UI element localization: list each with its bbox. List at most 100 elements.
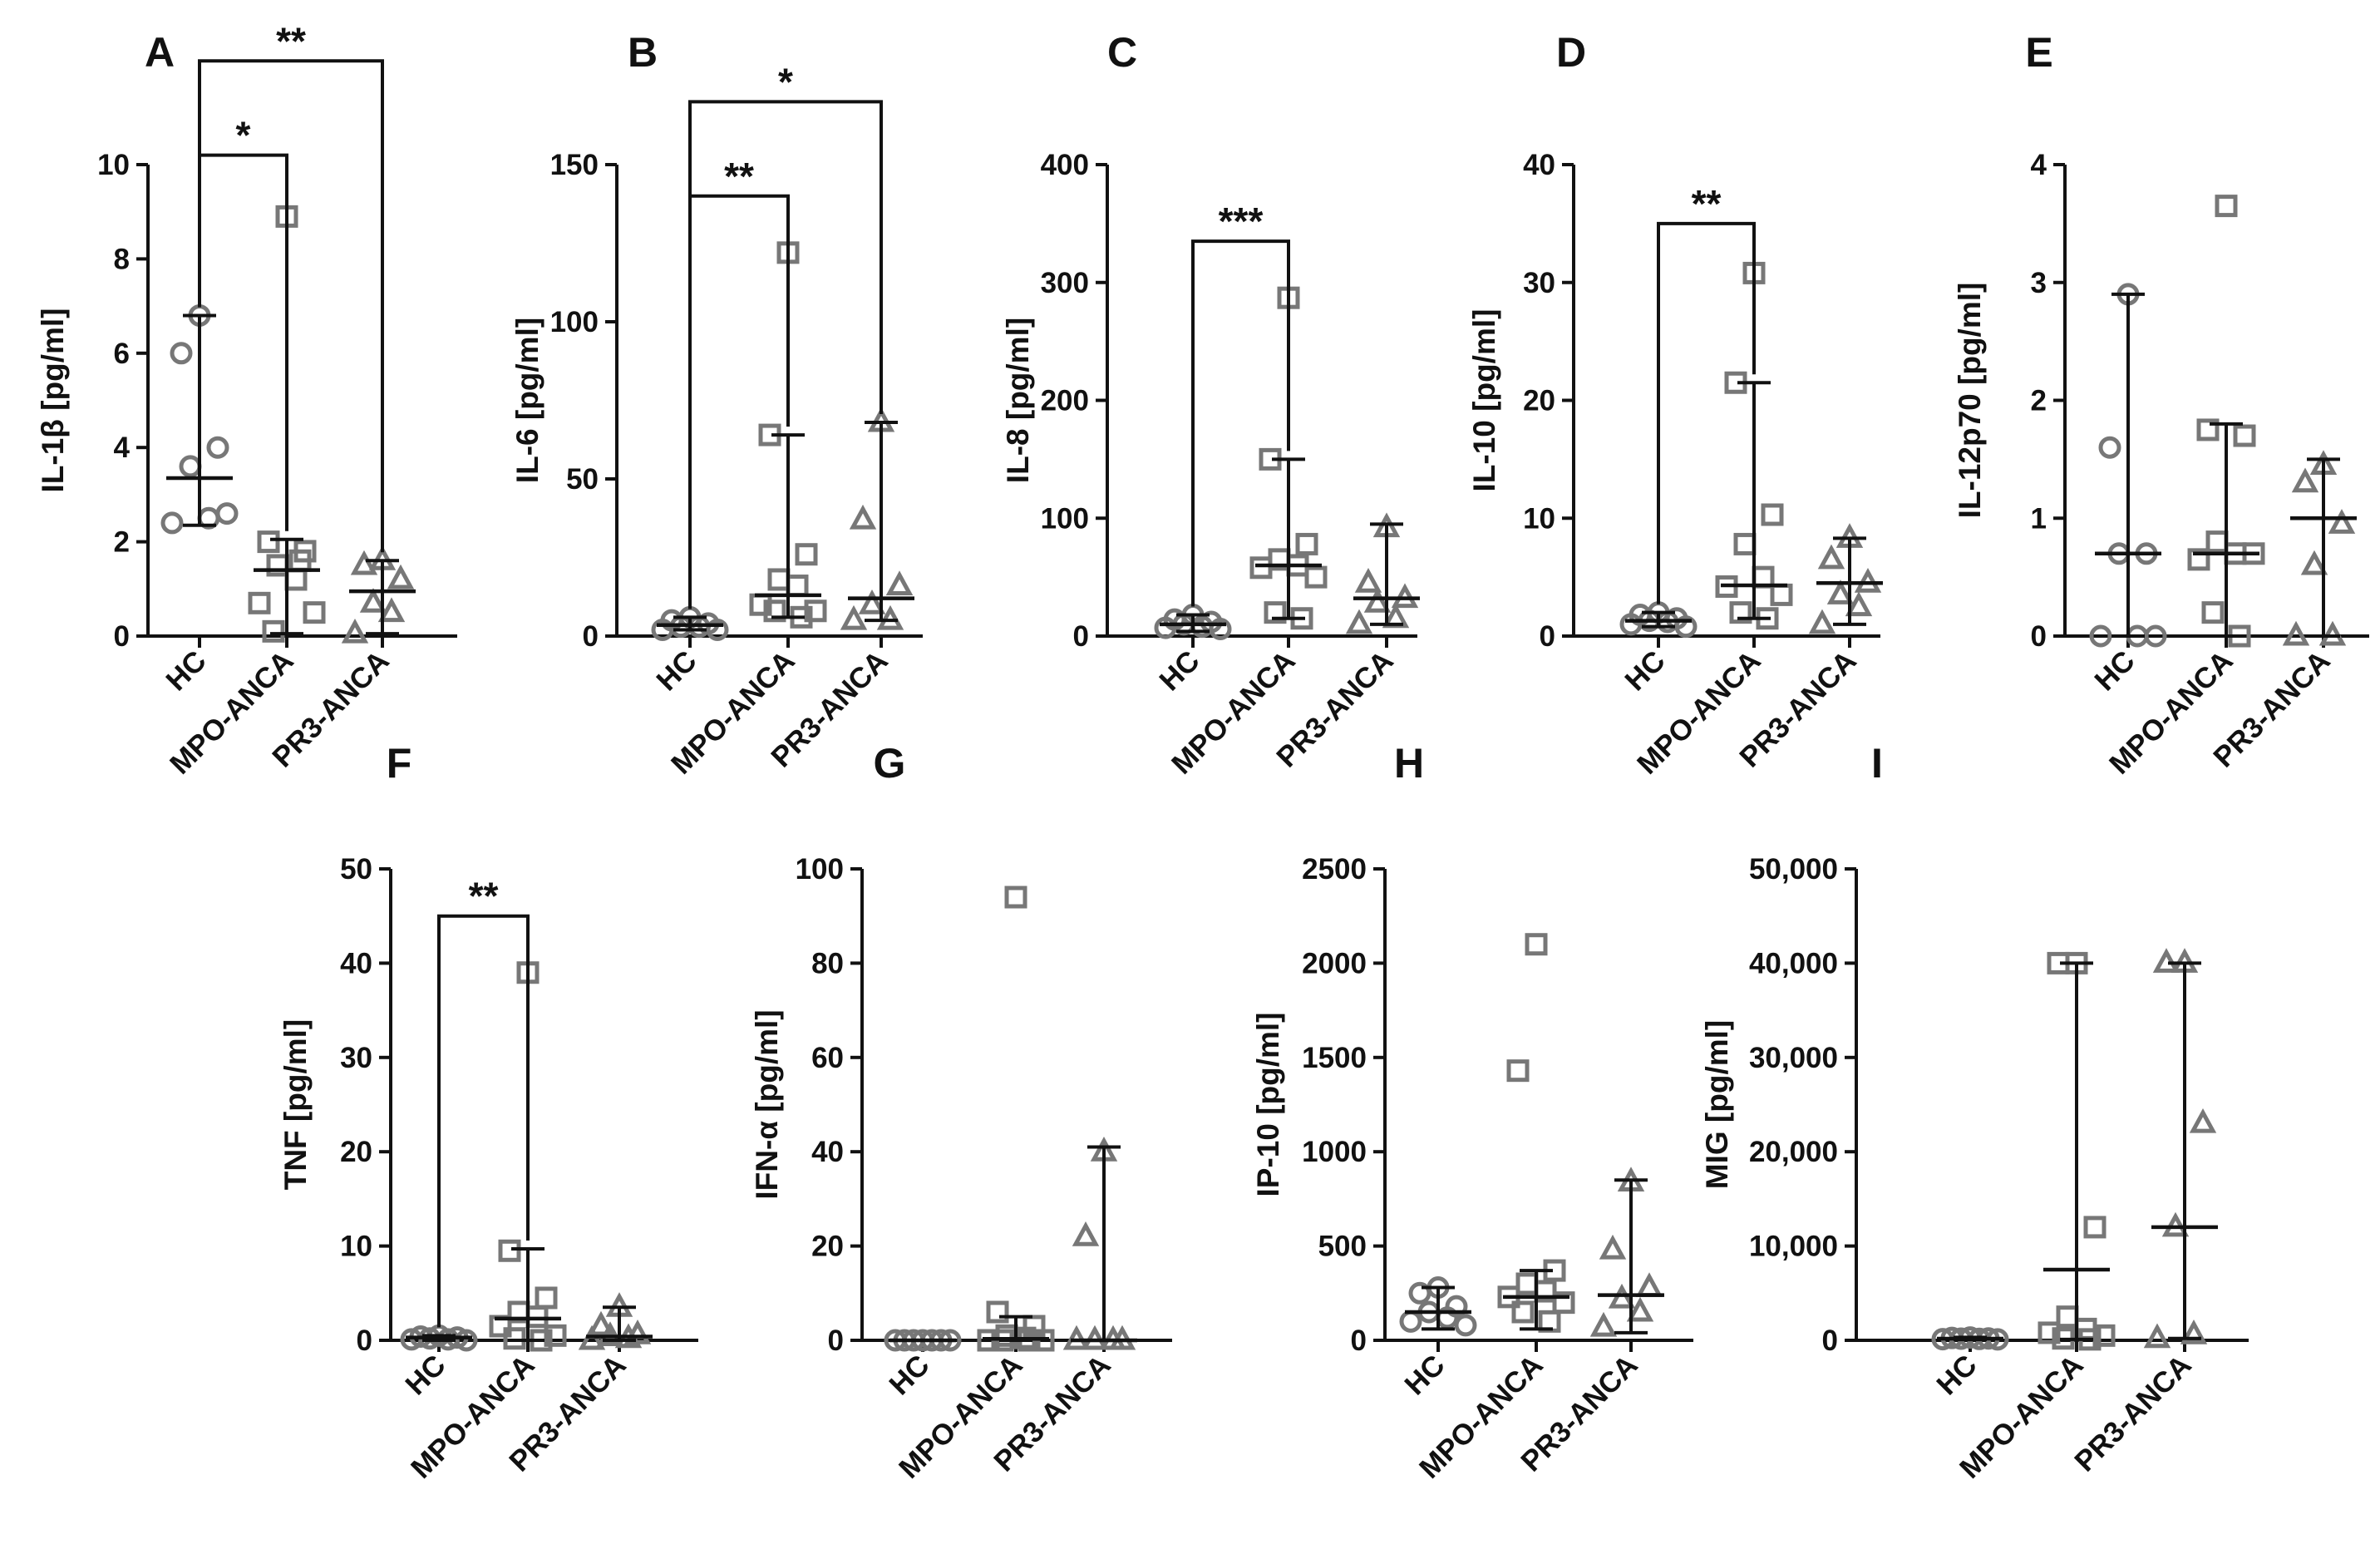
series-mpo-anca (1249, 286, 1328, 630)
y-tick-label: 20 (340, 1136, 372, 1168)
data-point (1635, 1272, 1663, 1297)
data-point (1345, 609, 1373, 634)
panel-letter: C (1107, 29, 1137, 76)
significance-label: * (778, 60, 793, 103)
data-point (1761, 503, 1784, 526)
data-point (1552, 1291, 1575, 1315)
y-axis-title: IL-10 [pg/ml] (1467, 309, 1501, 492)
y-tick-label: 0 (1540, 620, 1555, 653)
data-point (706, 618, 729, 641)
data-point (1674, 615, 1698, 639)
x-category-label: HC (1398, 1349, 1451, 1401)
data-point (1506, 1059, 1530, 1083)
series-pr3-anca (840, 407, 914, 630)
data-point (1154, 616, 1177, 639)
data-point (2038, 1321, 2061, 1344)
panel-letter: G (874, 740, 906, 787)
data-point (179, 455, 202, 478)
data-point (2144, 624, 2167, 648)
x-category-label: HC (1930, 1349, 1983, 1401)
series-hc (160, 303, 239, 535)
series-mpo-anca (1715, 261, 1793, 630)
panel-letter: I (1871, 740, 1883, 787)
y-axis-title: IL-12p70 [pg/ml] (1953, 283, 1987, 519)
y-tick-label: 0 (1351, 1325, 1367, 1357)
series-mpo-anca (2187, 195, 2265, 648)
data-point (986, 1300, 1009, 1324)
data-point (2233, 424, 2256, 447)
data-point (1826, 580, 1855, 604)
y-tick-label: 80 (811, 947, 844, 979)
data-point (160, 511, 184, 535)
data-point (1515, 1272, 1539, 1295)
data-point (1363, 588, 1392, 613)
series-hc (1931, 1326, 2009, 1351)
data-point (535, 1286, 558, 1310)
y-tick-label: 10 (1523, 502, 1555, 535)
data-point (341, 618, 369, 644)
data-point (1619, 613, 1643, 636)
x-category-label: HC (883, 1349, 935, 1401)
data-point (170, 342, 193, 365)
y-tick-label: 6 (114, 338, 130, 370)
y-axis-title: IFN-α [pg/ml] (750, 1009, 784, 1199)
panel-letter: H (1394, 740, 1424, 787)
y-tick-label: 50,000 (1749, 853, 1838, 886)
y-tick-label: 20 (811, 1231, 844, 1263)
panel-letter: B (628, 29, 658, 76)
data-point (257, 530, 280, 554)
significance-bracket (688, 100, 883, 609)
y-tick-label: 4 (2031, 149, 2047, 181)
data-point (503, 1327, 526, 1350)
y-tick-label: 40 (811, 1136, 844, 1168)
data-point (2187, 548, 2210, 571)
y-tick-label: 20 (1523, 385, 1555, 417)
data-point (1589, 1311, 1618, 1337)
data-point (1626, 1296, 1654, 1322)
y-axis-title: IL-1β [pg/ml] (36, 308, 70, 493)
data-point (1808, 609, 1836, 634)
y-tick-label: 2500 (1302, 853, 1367, 886)
series-hc (400, 1324, 478, 1352)
y-tick-label: 20,000 (1749, 1136, 1838, 1168)
chart-panel-i: I MIG [pg/ml] 0 10,000 20,000 30,000 40,000 50,… (1700, 740, 2249, 1485)
significance-label: * (236, 114, 251, 157)
y-tick-label: 10,000 (1749, 1231, 1838, 1263)
y-tick-label: 8 (114, 243, 130, 275)
series-mpo-anca (2038, 951, 2116, 1351)
data-point (767, 568, 791, 591)
data-point (2196, 418, 2220, 442)
data-point (2189, 1108, 2217, 1133)
y-tick-label: 1 (2031, 502, 2047, 535)
significance-label: ** (469, 875, 499, 918)
y-tick-label: 30,000 (1749, 1042, 1838, 1074)
y-tick-label: 30 (1523, 267, 1555, 299)
series-pr3-anca (2143, 948, 2218, 1349)
significance-label: ** (724, 155, 754, 198)
data-point (359, 588, 387, 613)
data-point (1399, 1310, 1422, 1333)
data-point (1408, 1281, 1431, 1305)
x-category-label: HC (1153, 644, 1205, 697)
data-point (2180, 1319, 2208, 1344)
y-tick-label: 2 (2031, 385, 2047, 417)
x-category-label: HC (1619, 644, 1671, 697)
y-tick-label: 30 (340, 1042, 372, 1074)
data-point (587, 1310, 615, 1336)
data-point (1304, 565, 1328, 589)
data-point (2083, 1216, 2107, 1239)
series-hc (2089, 283, 2167, 648)
data-point (400, 1328, 423, 1351)
y-tick-label: 2 (114, 526, 130, 559)
panel-letter: E (2025, 29, 2052, 76)
series-pr3-anca (1808, 523, 1883, 634)
y-tick-label: 0 (1822, 1325, 1838, 1357)
significance-bracket (437, 914, 530, 1328)
y-tick-label: 1000 (1302, 1136, 1367, 1168)
series-hc (651, 605, 729, 641)
data-point (1072, 1221, 1100, 1246)
data-point (2291, 467, 2319, 493)
